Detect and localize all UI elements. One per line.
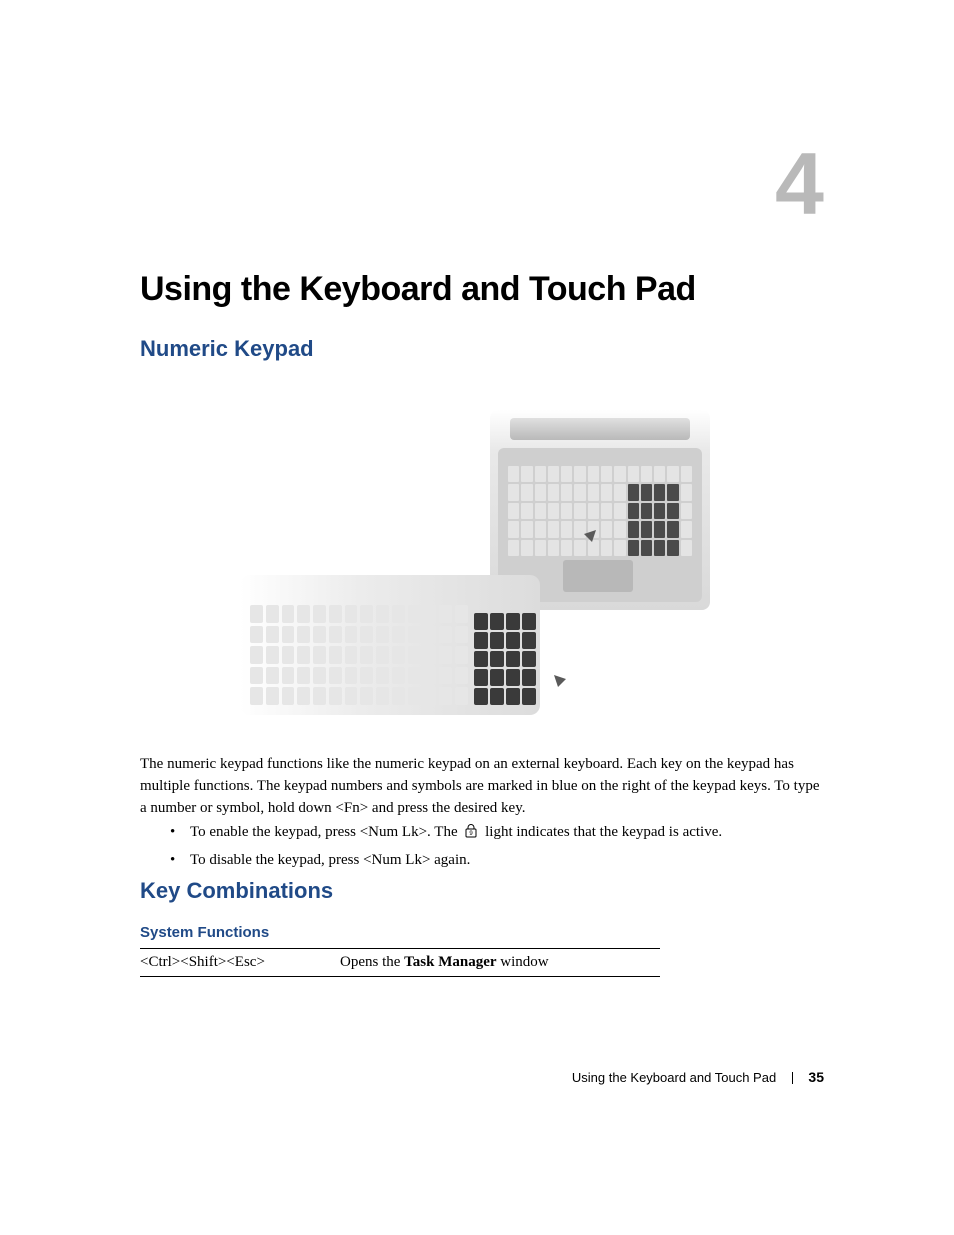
subsection-system-functions: System Functions: [140, 924, 269, 941]
section-heading-key-combinations: Key Combinations: [140, 878, 333, 904]
key-combo-cell: <Ctrl><Shift><Esc>: [140, 954, 340, 971]
chapter-number: 4: [775, 140, 824, 228]
keyboard-illustration: [240, 400, 720, 720]
chapter-title: Using the Keyboard and Touch Pad: [140, 270, 696, 309]
desc-text: window: [497, 954, 549, 970]
desc-bold: Task Manager: [404, 954, 496, 970]
desc-text: Opens the: [340, 954, 404, 970]
numeric-keypad-paragraph: The numeric keypad functions like the nu…: [140, 754, 820, 819]
document-page: 4 Using the Keyboard and Touch Pad Numer…: [0, 0, 954, 1235]
system-functions-table: <Ctrl><Shift><Esc> Opens the Task Manage…: [140, 948, 660, 977]
numlock-icon: 9: [464, 822, 478, 848]
table-row: <Ctrl><Shift><Esc> Opens the Task Manage…: [140, 949, 660, 976]
external-keyboard-illustration: [240, 575, 540, 715]
key-desc-cell: Opens the Task Manager window: [340, 954, 660, 971]
footer-separator: [792, 1072, 793, 1084]
numeric-keypad-bullets: To enable the keypad, press <Num Lk>. Th…: [170, 820, 820, 873]
bullet-text: To disable the keypad, press <Num Lk> ag…: [190, 852, 470, 868]
table-rule: [140, 976, 660, 977]
page-number: 35: [808, 1069, 824, 1085]
svg-text:9: 9: [470, 831, 474, 837]
section-heading-numeric-keypad: Numeric Keypad: [140, 336, 314, 362]
bullet-text: light indicates that the keypad is activ…: [485, 824, 722, 840]
bullet-enable-keypad: To enable the keypad, press <Num Lk>. Th…: [170, 820, 820, 848]
page-footer: Using the Keyboard and Touch Pad 35: [0, 1069, 954, 1085]
footer-title: Using the Keyboard and Touch Pad: [572, 1070, 776, 1085]
bullet-text: To enable the keypad, press <Num Lk>. Th…: [190, 824, 461, 840]
bullet-disable-keypad: To disable the keypad, press <Num Lk> ag…: [170, 848, 820, 874]
